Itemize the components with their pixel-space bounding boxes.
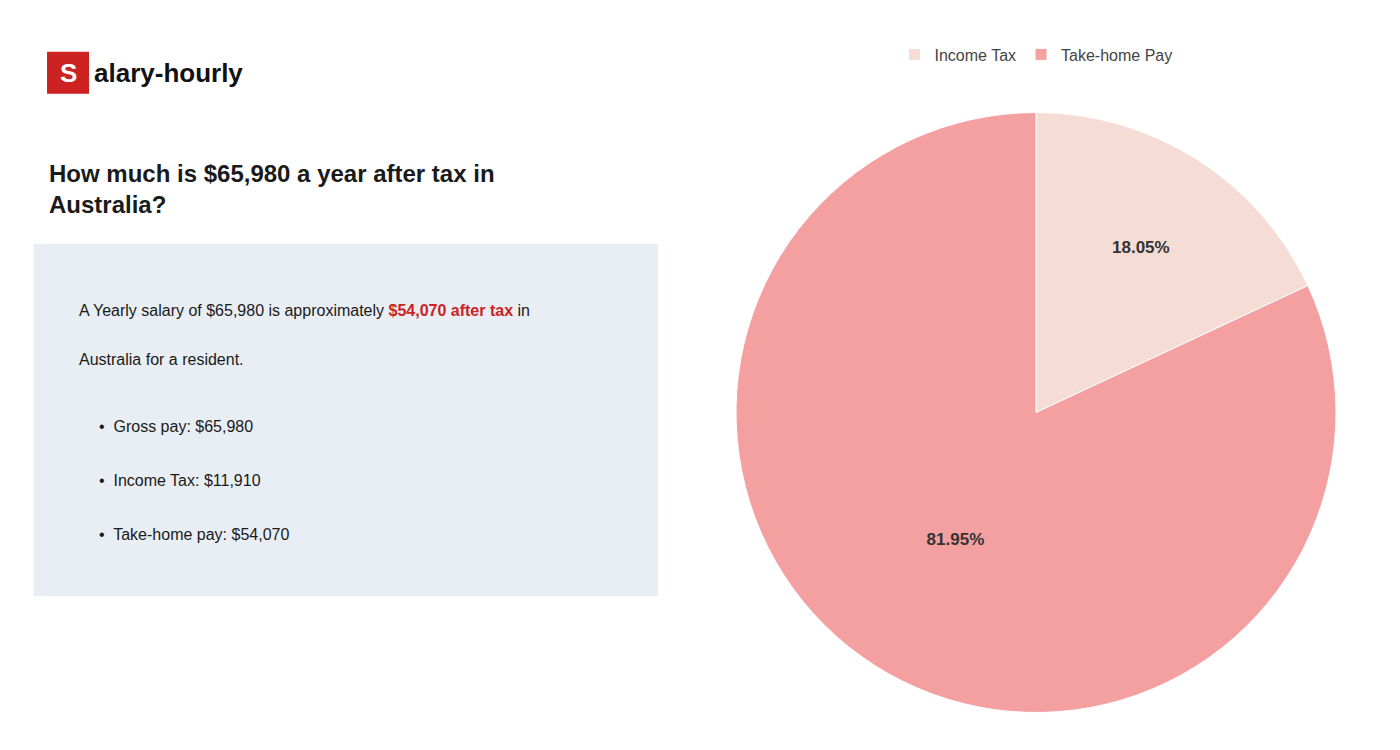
svg-text:• Income Tax: $11,910: • Income Tax: $11,910 [99, 472, 261, 489]
svg-text:S: S [60, 58, 77, 88]
svg-text:• Gross pay: $65,980: • Gross pay: $65,980 [99, 418, 253, 435]
svg-text:Take-home Pay: Take-home Pay [1061, 47, 1172, 64]
svg-text:18.05%: 18.05% [1112, 238, 1170, 257]
svg-text:How much is $65,980 a year aft: How much is $65,980 a year after tax inA… [49, 160, 495, 218]
svg-text:• Take-home pay: $54,070: • Take-home pay: $54,070 [99, 526, 289, 543]
svg-text:A Yearly salary of $65,980 is: A Yearly salary of $65,980 is approximat… [79, 302, 530, 319]
svg-text:alary-hourly: alary-hourly [94, 58, 243, 88]
svg-text:Australia for a resident.: Australia for a resident. [79, 351, 244, 368]
svg-text:81.95%: 81.95% [927, 530, 985, 549]
svg-text:Income Tax: Income Tax [935, 47, 1017, 64]
